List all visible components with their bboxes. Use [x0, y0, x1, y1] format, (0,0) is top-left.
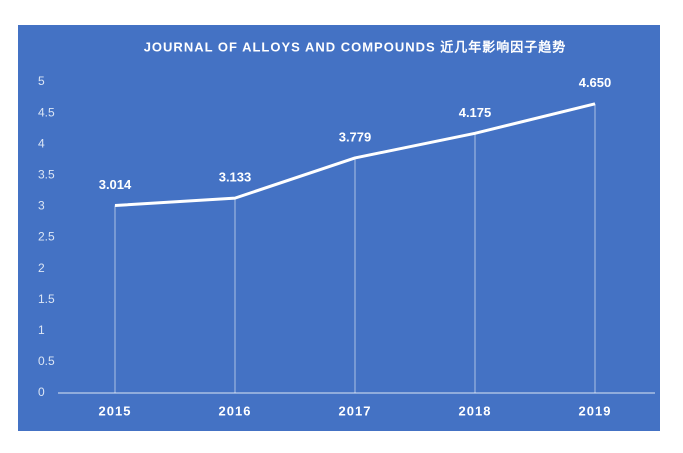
y-tick-label: 1.5: [38, 292, 55, 306]
value-label: 4.650: [579, 75, 612, 90]
y-tick-label: 2.5: [38, 230, 55, 244]
x-tick-label: 2016: [219, 403, 252, 418]
y-tick-label: 0: [38, 385, 45, 399]
x-tick-label: 2018: [459, 403, 492, 418]
y-tick-label: 5: [38, 74, 45, 88]
x-tick-label: 2017: [339, 403, 372, 418]
x-tick-label: 2019: [579, 403, 612, 418]
y-tick-label: 4: [38, 136, 45, 150]
chart-title: JOURNAL OF ALLOYS AND COMPOUNDS 近几年影响因子趋…: [144, 39, 567, 54]
value-label: 3.133: [219, 170, 252, 185]
y-tick-label: 3.5: [38, 167, 55, 181]
value-label: 3.014: [99, 177, 132, 192]
y-tick-label: 1: [38, 323, 45, 337]
chart-background: [18, 25, 660, 431]
value-label: 3.779: [339, 129, 372, 144]
y-tick-label: 4.5: [38, 105, 55, 119]
y-tick-label: 2: [38, 261, 45, 275]
data-line: [114, 102, 596, 208]
y-tick-label: 0.5: [38, 354, 55, 368]
value-label: 4.175: [459, 105, 492, 120]
y-tick-label: 3: [38, 199, 45, 213]
x-tick-label: 2015: [99, 403, 132, 418]
